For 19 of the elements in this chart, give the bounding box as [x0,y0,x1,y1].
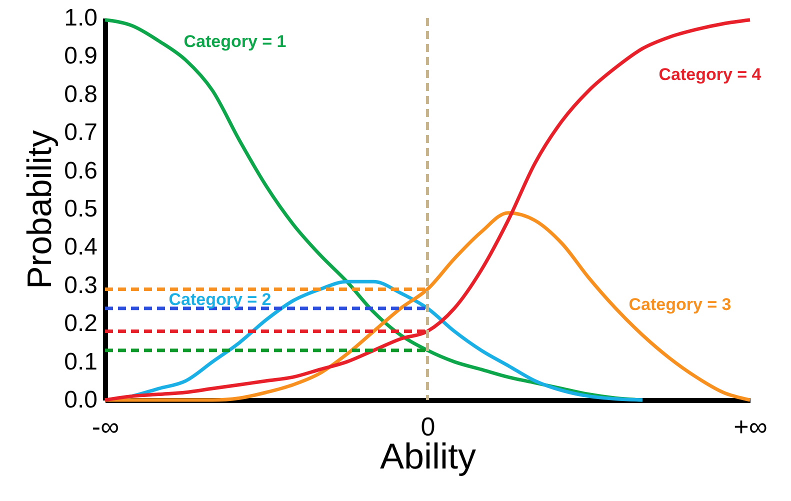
annotation: Category = 2 [168,290,272,309]
y-tick-label: 0.5 [64,196,98,222]
y-tick-label: 0.7 [64,119,98,146]
x-tick-label: +∞ [734,412,768,442]
y-tick-label: 1.0 [64,4,98,32]
y-tick-label: 0.1 [64,348,98,376]
y-tick-label: 0.0 [64,386,98,414]
y-tick-label: 0.8 [64,80,98,108]
y-tick-label: 0.9 [64,42,98,70]
line-series [103,18,752,402]
y-tick-label: 0.4 [64,234,98,261]
y-tick-label: 0.6 [64,157,98,184]
y-tick-label: 0.3 [64,272,98,299]
x-tick-label: -∞ [92,412,120,442]
annotation: Category = 1 [184,32,286,51]
annotation: Category = 3 [628,295,732,314]
annotation: Category = 4 [658,65,762,84]
y-axis-title: Probability [21,130,60,289]
y-tick-label: 0.2 [64,310,98,338]
